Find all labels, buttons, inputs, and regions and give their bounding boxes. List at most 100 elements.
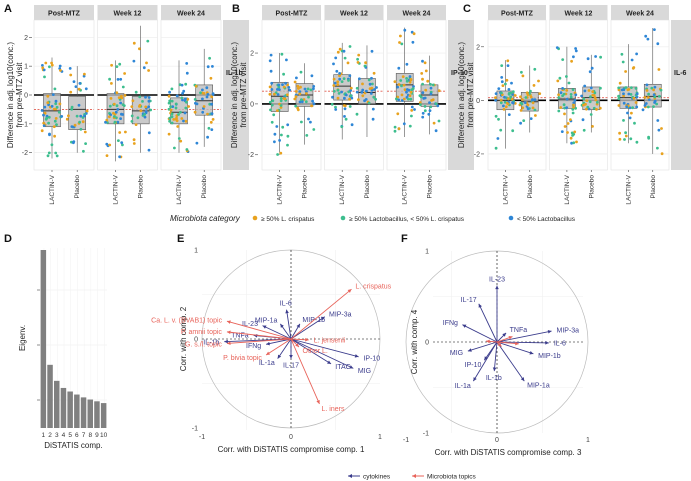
data-point	[505, 101, 509, 105]
data-point	[622, 94, 625, 98]
data-point	[280, 133, 283, 137]
x-tick-label: 5	[68, 432, 72, 439]
x-tick-label: LACTIN-V	[625, 174, 632, 204]
data-point	[393, 129, 397, 133]
data-point	[115, 91, 119, 95]
x-tick-label: Placebo	[364, 175, 371, 199]
data-point	[594, 55, 597, 58]
data-point	[69, 73, 73, 77]
x-tick-label: 8	[88, 432, 92, 439]
data-point	[622, 92, 625, 96]
data-point	[571, 134, 574, 137]
data-point	[562, 92, 566, 96]
data-point	[397, 66, 401, 70]
data-point	[371, 107, 375, 111]
data-point	[42, 68, 46, 72]
data-point	[147, 96, 151, 99]
data-point	[405, 62, 409, 66]
vector-label: IFNg	[443, 320, 458, 327]
data-point	[112, 102, 116, 106]
vector-arrow	[265, 338, 292, 345]
vector-arrowhead	[520, 377, 525, 382]
data-point	[78, 120, 81, 124]
data-point	[401, 75, 405, 78]
data-point	[134, 90, 138, 94]
data-point	[42, 113, 45, 117]
data-point	[77, 103, 81, 107]
data-point	[574, 49, 578, 53]
vector-label: MIG	[450, 350, 463, 357]
data-point	[168, 119, 172, 123]
data-point	[635, 52, 638, 56]
data-point	[574, 93, 578, 97]
data-point	[645, 89, 649, 92]
data-point	[195, 141, 199, 145]
bar	[74, 394, 80, 428]
data-point	[145, 61, 148, 65]
x-tick-label: -1	[403, 437, 409, 444]
data-point	[172, 118, 176, 121]
data-point	[645, 83, 649, 87]
panel-label-B: B	[232, 3, 240, 15]
data-point	[429, 105, 433, 109]
data-point	[176, 125, 180, 128]
data-point	[105, 142, 109, 146]
data-point	[279, 106, 283, 109]
data-point	[656, 146, 659, 150]
data-point	[398, 41, 401, 44]
data-point	[500, 80, 504, 84]
data-point	[279, 104, 283, 107]
data-point	[169, 108, 173, 112]
data-point	[629, 137, 633, 141]
vector-arrow	[226, 320, 292, 340]
data-point	[82, 149, 85, 153]
data-point	[410, 109, 414, 112]
data-point	[279, 151, 283, 155]
data-point	[270, 103, 274, 107]
data-point	[620, 88, 624, 92]
data-point	[312, 128, 316, 131]
data-point	[336, 88, 340, 92]
data-point	[185, 100, 188, 104]
arrow-legend-label: Microbiota topics	[427, 474, 477, 481]
legend-item-label: ≥ 50% L. crispatus	[261, 216, 315, 223]
y-tick-label: -1	[22, 121, 28, 128]
data-point	[350, 96, 354, 100]
data-point	[370, 76, 373, 80]
data-point	[105, 154, 109, 158]
data-point	[51, 93, 55, 96]
vector-label: L. jensenii	[314, 338, 346, 345]
vector-arrow	[496, 330, 552, 343]
y-axis-label-line: Difference in adj. log10(conc.)	[6, 42, 15, 148]
data-point	[43, 105, 47, 109]
data-point	[369, 92, 373, 95]
vector-label: MIG	[358, 368, 371, 375]
x-tick-label: Placebo	[426, 175, 433, 199]
y-axis-label-line: from pre-MTZ visit	[466, 62, 475, 128]
data-point	[371, 117, 375, 121]
y-tick-label: 1	[425, 249, 429, 256]
bar	[67, 391, 73, 428]
vector-arrowhead	[289, 355, 293, 359]
data-point	[169, 105, 173, 109]
vector-arrow	[290, 288, 352, 340]
data-point	[437, 89, 441, 93]
data-point	[617, 97, 621, 101]
data-point	[643, 104, 647, 107]
vector-label: IL-6	[554, 340, 566, 347]
data-point	[309, 88, 313, 92]
data-point	[562, 103, 566, 107]
data-point	[652, 93, 656, 96]
data-point	[285, 58, 288, 62]
vector-arrowhead	[495, 285, 499, 290]
data-point	[121, 113, 124, 116]
data-point	[653, 85, 657, 89]
data-point	[55, 123, 58, 126]
data-point	[187, 105, 191, 108]
data-point	[81, 120, 85, 124]
data-point	[199, 91, 202, 95]
data-point	[277, 83, 281, 87]
data-point	[533, 108, 537, 112]
data-point	[268, 100, 272, 104]
data-point	[340, 80, 344, 83]
